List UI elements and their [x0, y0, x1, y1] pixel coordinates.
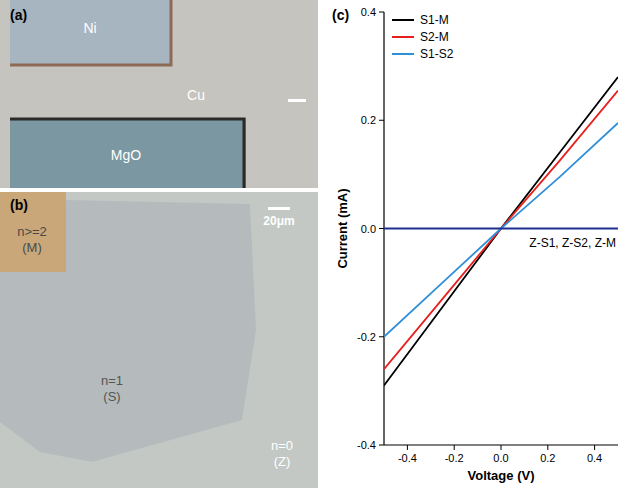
ni-edge	[10, 0, 171, 65]
x-axis-title: Voltage (V)	[468, 468, 535, 483]
y-tick	[379, 120, 384, 121]
panel-label: (a)	[10, 7, 27, 23]
series-line	[384, 228, 618, 230]
region-label: n>=2	[17, 224, 47, 239]
legend-label: S1-S2	[420, 47, 454, 61]
region-label: MgO	[111, 147, 141, 163]
x-tick-label: -0.4	[398, 452, 417, 464]
mgo-edge	[10, 119, 244, 188]
x-tick-label: 0.0	[493, 452, 508, 464]
x-tick	[594, 445, 595, 450]
x-tick	[454, 445, 455, 450]
y-tick	[379, 445, 384, 446]
region-label: Ni	[83, 20, 96, 36]
legend-swatch	[392, 19, 414, 21]
micrograph-a	[0, 0, 318, 188]
x-tick	[547, 445, 548, 450]
y-tick-label: -0.4	[357, 439, 376, 451]
region-s	[0, 200, 256, 462]
ni-pad	[10, 0, 172, 66]
region-label: (S)	[103, 389, 120, 404]
y-tick-label: 0.2	[361, 114, 376, 126]
y-tick	[379, 336, 384, 337]
line-label: Z-S1, Z-S2, Z-M	[529, 236, 616, 250]
legend-swatch	[392, 36, 414, 38]
x-tick-label: 0.2	[540, 452, 555, 464]
x-tick	[407, 445, 408, 450]
scale-bar	[288, 99, 306, 102]
x-tick-label: -0.2	[445, 452, 464, 464]
series-line	[384, 77, 618, 386]
series-line	[384, 90, 618, 369]
mgo-pad	[10, 118, 246, 188]
scale-bar	[268, 207, 290, 210]
region-label: n=0	[271, 438, 293, 453]
series-line	[384, 123, 618, 337]
y-tick-label: -0.2	[357, 331, 376, 343]
region-label: n=1	[101, 373, 123, 388]
legend-swatch	[392, 53, 414, 55]
region-label: (M)	[22, 240, 42, 255]
y-tick	[379, 12, 384, 13]
y-tick	[379, 228, 384, 229]
micrograph-b	[0, 192, 318, 488]
panel-label: (c)	[332, 7, 349, 23]
x-tick-label: 0.4	[587, 452, 602, 464]
legend-label: S1-M	[420, 13, 449, 27]
scale-label: 20μm	[263, 214, 294, 228]
region-label: Cu	[187, 87, 205, 103]
region-m	[0, 192, 66, 272]
region-label: (Z)	[274, 454, 291, 469]
legend-label: S2-M	[420, 30, 449, 44]
panel-label: (b)	[10, 197, 28, 213]
y-tick-label: 0.4	[361, 6, 376, 18]
y-tick-label: 0.0	[361, 223, 376, 235]
plot-area	[384, 77, 618, 386]
y-axis-title: Current (mA)	[335, 188, 350, 268]
x-tick	[501, 445, 502, 450]
